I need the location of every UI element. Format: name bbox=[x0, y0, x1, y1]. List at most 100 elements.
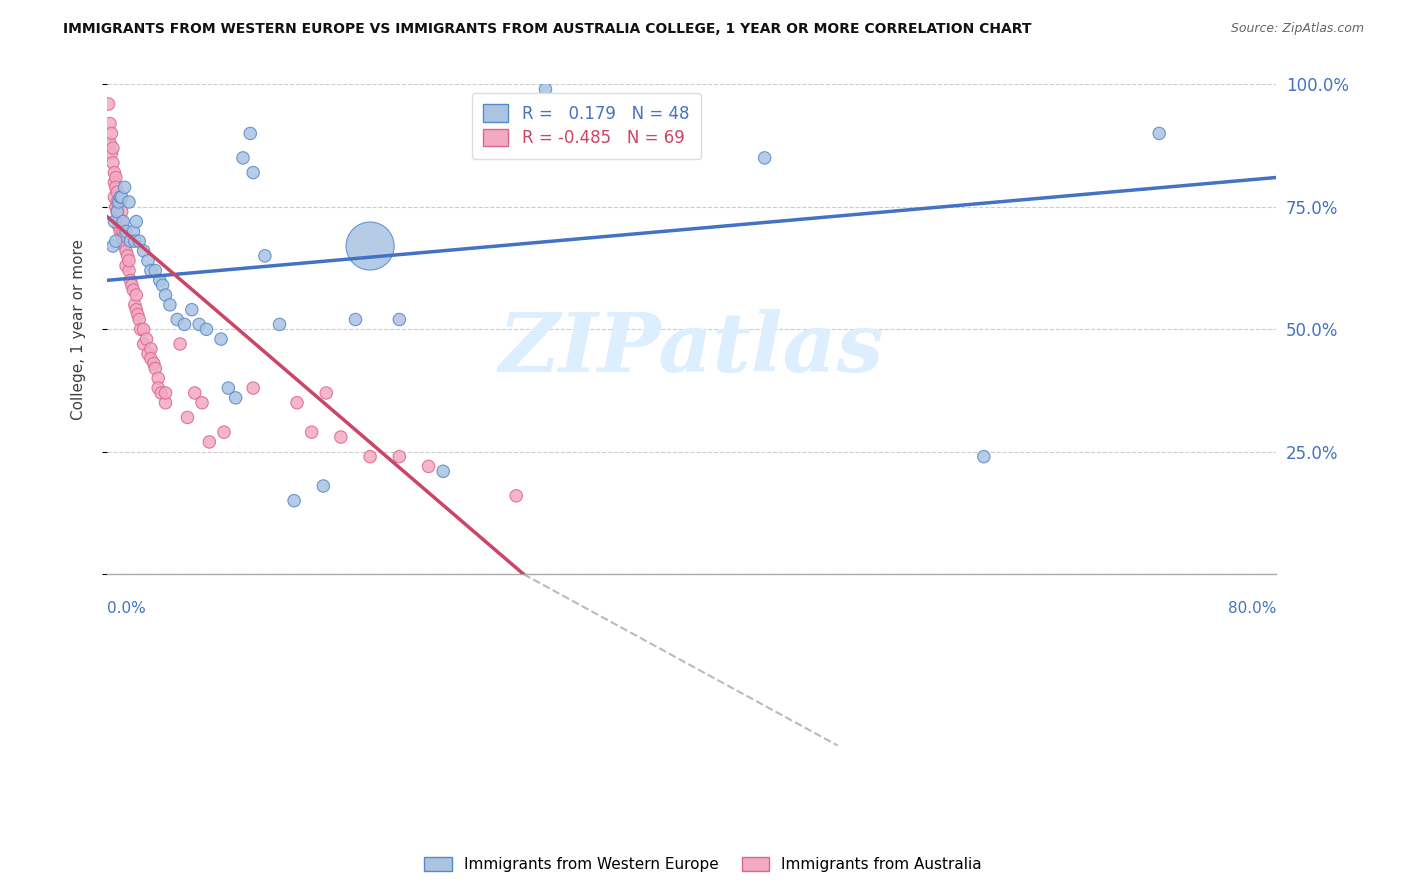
Point bbox=[120, 234, 142, 248]
Point bbox=[103, 165, 125, 179]
Point bbox=[315, 386, 337, 401]
Point bbox=[110, 224, 132, 238]
Point bbox=[104, 170, 127, 185]
Point bbox=[115, 224, 138, 238]
Point bbox=[159, 298, 181, 312]
Legend: Immigrants from Western Europe, Immigrants from Australia: Immigrants from Western Europe, Immigran… bbox=[416, 849, 990, 880]
Legend: R =   0.179   N = 48, R = -0.485   N = 69: R = 0.179 N = 48, R = -0.485 N = 69 bbox=[472, 93, 702, 159]
Point bbox=[148, 371, 170, 385]
Point bbox=[253, 249, 276, 263]
Point bbox=[132, 337, 155, 351]
Point bbox=[103, 190, 125, 204]
Point bbox=[105, 185, 128, 199]
Point bbox=[173, 318, 195, 332]
Point bbox=[104, 234, 127, 248]
Point bbox=[105, 204, 128, 219]
Point bbox=[114, 239, 136, 253]
Point bbox=[359, 450, 381, 464]
Point bbox=[188, 318, 211, 332]
Point bbox=[115, 244, 138, 258]
Point bbox=[127, 308, 149, 322]
Point bbox=[155, 386, 177, 401]
Point bbox=[217, 381, 239, 395]
Point bbox=[105, 204, 128, 219]
Point bbox=[166, 312, 188, 326]
Point bbox=[344, 312, 367, 326]
Point bbox=[212, 425, 235, 439]
Text: IMMIGRANTS FROM WESTERN EUROPE VS IMMIGRANTS FROM AUSTRALIA COLLEGE, 1 YEAR OR M: IMMIGRANTS FROM WESTERN EUROPE VS IMMIGR… bbox=[63, 22, 1032, 37]
Point bbox=[359, 239, 381, 253]
Point bbox=[139, 351, 162, 366]
Point bbox=[120, 273, 142, 287]
Point bbox=[973, 450, 995, 464]
Point bbox=[169, 337, 191, 351]
Point bbox=[754, 151, 776, 165]
Point bbox=[143, 361, 166, 376]
Point bbox=[101, 156, 124, 170]
Point bbox=[388, 450, 411, 464]
Point bbox=[111, 229, 134, 244]
Point bbox=[1147, 127, 1170, 141]
Text: 80.0%: 80.0% bbox=[1227, 601, 1277, 616]
Point bbox=[125, 288, 148, 302]
Y-axis label: College, 1 year or more: College, 1 year or more bbox=[72, 239, 86, 420]
Point bbox=[104, 200, 127, 214]
Point bbox=[432, 464, 454, 478]
Point bbox=[104, 180, 127, 194]
Point bbox=[232, 151, 254, 165]
Point bbox=[505, 489, 527, 503]
Point bbox=[149, 273, 172, 287]
Point bbox=[132, 244, 155, 258]
Point bbox=[176, 410, 198, 425]
Point bbox=[139, 263, 162, 277]
Point bbox=[195, 322, 218, 336]
Point bbox=[117, 249, 139, 263]
Text: 0.0%: 0.0% bbox=[107, 601, 146, 616]
Point bbox=[103, 175, 125, 189]
Point bbox=[242, 165, 264, 179]
Point bbox=[118, 253, 141, 268]
Point bbox=[98, 136, 121, 151]
Point bbox=[150, 386, 173, 401]
Point bbox=[124, 234, 146, 248]
Point bbox=[148, 381, 170, 395]
Point bbox=[100, 127, 122, 141]
Point bbox=[118, 194, 141, 209]
Point bbox=[101, 141, 124, 155]
Point bbox=[418, 459, 440, 474]
Point bbox=[285, 396, 308, 410]
Text: ZIPatlas: ZIPatlas bbox=[499, 309, 884, 389]
Text: Source: ZipAtlas.com: Source: ZipAtlas.com bbox=[1230, 22, 1364, 36]
Point bbox=[115, 259, 138, 273]
Point bbox=[107, 194, 129, 209]
Point bbox=[209, 332, 232, 346]
Point bbox=[114, 229, 136, 244]
Point bbox=[107, 210, 129, 224]
Point bbox=[118, 263, 141, 277]
Point bbox=[107, 219, 129, 234]
Point bbox=[180, 302, 202, 317]
Point bbox=[111, 190, 134, 204]
Point bbox=[129, 322, 152, 336]
Point bbox=[312, 479, 335, 493]
Point bbox=[388, 312, 411, 326]
Point bbox=[143, 263, 166, 277]
Point bbox=[152, 278, 174, 293]
Point bbox=[122, 283, 145, 297]
Point bbox=[103, 214, 125, 228]
Point bbox=[101, 239, 124, 253]
Point bbox=[111, 214, 134, 228]
Point bbox=[155, 288, 177, 302]
Point bbox=[105, 194, 128, 209]
Point bbox=[142, 357, 165, 371]
Point bbox=[136, 347, 159, 361]
Point bbox=[125, 214, 148, 228]
Point bbox=[125, 302, 148, 317]
Point bbox=[269, 318, 291, 332]
Point bbox=[198, 434, 221, 449]
Point bbox=[110, 194, 132, 209]
Point bbox=[135, 332, 157, 346]
Point bbox=[184, 386, 207, 401]
Point bbox=[111, 204, 134, 219]
Point bbox=[110, 190, 132, 204]
